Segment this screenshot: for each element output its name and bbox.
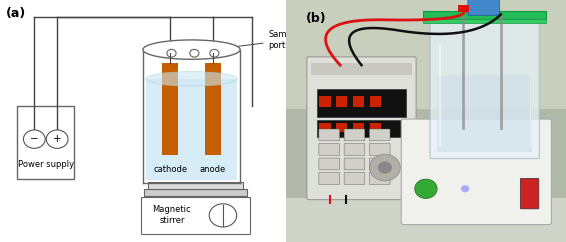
Bar: [353, 96, 365, 107]
Bar: [370, 123, 381, 132]
Bar: [144, 189, 247, 196]
Polygon shape: [146, 79, 237, 180]
Circle shape: [209, 204, 237, 227]
Bar: [311, 63, 412, 75]
FancyBboxPatch shape: [344, 129, 365, 141]
Circle shape: [190, 49, 199, 57]
Bar: [319, 96, 331, 107]
Circle shape: [461, 185, 469, 192]
Ellipse shape: [143, 40, 240, 59]
Circle shape: [23, 130, 45, 148]
Bar: [286, 198, 566, 242]
FancyBboxPatch shape: [307, 57, 416, 200]
Bar: [148, 182, 243, 189]
FancyBboxPatch shape: [344, 158, 365, 170]
Bar: [143, 50, 240, 183]
Circle shape: [167, 49, 176, 57]
FancyBboxPatch shape: [370, 144, 390, 155]
Circle shape: [210, 49, 219, 57]
Bar: [17, 106, 74, 179]
FancyBboxPatch shape: [319, 144, 340, 155]
Bar: [437, 75, 533, 152]
Text: Magnetic
stirrer: Magnetic stirrer: [153, 205, 191, 226]
FancyBboxPatch shape: [370, 173, 390, 184]
Bar: [336, 96, 348, 107]
Bar: [316, 120, 406, 137]
Text: Power supply: Power supply: [18, 160, 74, 169]
Bar: [458, 5, 469, 12]
Bar: [423, 11, 546, 19]
Bar: [336, 123, 348, 132]
Bar: [316, 89, 406, 117]
Bar: [205, 63, 221, 155]
FancyBboxPatch shape: [319, 173, 340, 184]
FancyBboxPatch shape: [401, 119, 551, 225]
FancyBboxPatch shape: [468, 0, 499, 15]
FancyBboxPatch shape: [344, 144, 365, 155]
Bar: [319, 123, 331, 132]
Circle shape: [378, 161, 392, 174]
Circle shape: [415, 179, 437, 198]
FancyBboxPatch shape: [430, 16, 539, 159]
Text: −: −: [30, 134, 38, 144]
Circle shape: [370, 154, 400, 181]
FancyBboxPatch shape: [520, 178, 539, 209]
FancyBboxPatch shape: [319, 129, 340, 141]
Bar: [353, 123, 365, 132]
Bar: [370, 96, 381, 107]
Ellipse shape: [146, 72, 237, 86]
FancyBboxPatch shape: [319, 158, 340, 170]
FancyBboxPatch shape: [344, 173, 365, 184]
Bar: [162, 63, 178, 155]
Bar: [423, 19, 546, 23]
Text: (b): (b): [306, 12, 326, 25]
Text: anode: anode: [200, 165, 226, 174]
Text: (a): (a): [6, 7, 26, 20]
FancyBboxPatch shape: [370, 158, 390, 170]
Text: Sampling
port: Sampling port: [218, 30, 308, 50]
Bar: [142, 197, 250, 234]
Text: +: +: [53, 134, 62, 144]
Bar: [286, 0, 566, 109]
Text: cathode: cathode: [153, 165, 187, 174]
Circle shape: [46, 130, 68, 148]
FancyBboxPatch shape: [370, 129, 390, 141]
